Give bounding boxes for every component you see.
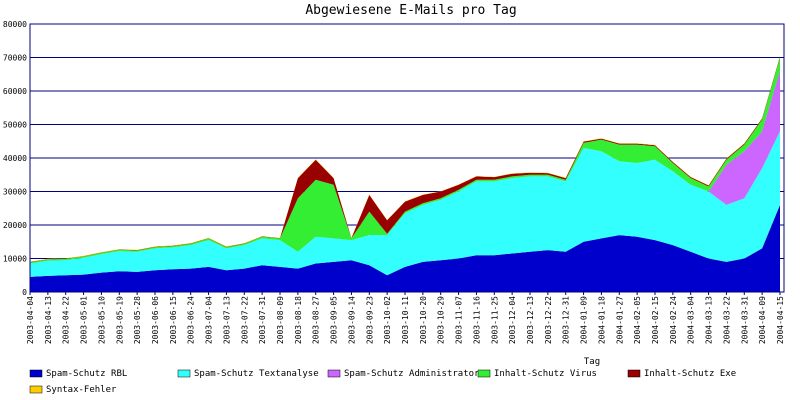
x-tick-label: 2003-06-15 xyxy=(169,296,178,344)
legend-label: Spam-Schutz Administrator xyxy=(344,369,480,379)
x-tick-label: 2004-03-22 xyxy=(722,296,731,344)
y-axis-ticks: 0 10000 20000 30000 40000 50000 60000 70000 8000… xyxy=(3,20,27,297)
legend-label: Spam-Schutz Textanalyse xyxy=(194,369,319,379)
y-tick-label: 80000 xyxy=(3,20,27,29)
y-tick-label: 50000 xyxy=(3,121,27,130)
x-tick-label: 2003-12-13 xyxy=(526,296,535,344)
series-area-0 xyxy=(30,204,780,292)
x-tick-label: 2003-08-27 xyxy=(312,296,321,344)
x-tick-label: 2003-12-31 xyxy=(562,296,571,344)
y-tick-label: 40000 xyxy=(3,154,27,163)
x-tick-label: 2003-07-04 xyxy=(205,296,214,344)
x-tick-label: 2004-01-18 xyxy=(597,296,606,344)
x-tick-label: 2003-04-22 xyxy=(62,296,71,344)
x-tick-label: 2004-03-13 xyxy=(705,296,714,344)
x-tick-label: 2003-12-04 xyxy=(508,296,517,344)
x-tick-label: 2003-08-09 xyxy=(276,296,285,344)
x-tick-label: 2003-05-19 xyxy=(115,296,124,344)
x-tick-label: 2003-06-06 xyxy=(151,296,160,344)
x-tick-label: 2003-07-22 xyxy=(240,296,249,344)
y-tick-label: 30000 xyxy=(3,188,27,197)
x-tick-label: 2004-03-04 xyxy=(687,296,696,344)
x-tick-label: 2004-02-05 xyxy=(633,296,642,344)
x-tick-label: 2003-12-22 xyxy=(544,296,553,344)
data-areas xyxy=(30,56,780,292)
x-tick-label: 2003-11-25 xyxy=(490,296,499,344)
x-tick-label: 2004-04-09 xyxy=(758,296,767,344)
x-tick-label: 2003-10-29 xyxy=(437,296,446,344)
x-tick-label: 2003-09-23 xyxy=(365,296,374,344)
y-tick-label: 10000 xyxy=(3,255,27,264)
legend-swatch xyxy=(29,369,43,378)
y-tick-label: 20000 xyxy=(3,221,27,230)
y-tick-label: 70000 xyxy=(3,54,27,63)
x-tick-label: 2004-04-15 xyxy=(776,296,785,344)
x-tick-label: 2003-11-07 xyxy=(455,296,464,344)
x-tick-label: 2003-05-10 xyxy=(97,296,106,344)
x-tick-label: 2003-05-28 xyxy=(133,296,142,344)
x-tick-label: 2003-04-13 xyxy=(44,296,53,344)
x-tick-label: 2004-01-09 xyxy=(580,296,589,344)
x-tick-label: 2004-02-15 xyxy=(651,296,660,344)
chart-title: Abgewiesene E-Mails pro Tag xyxy=(305,3,516,18)
legend-swatch xyxy=(477,369,491,378)
legend-swatch xyxy=(29,385,43,394)
x-tick-label: 2004-03-31 xyxy=(740,296,749,344)
x-tick-label: 2003-07-13 xyxy=(222,296,231,344)
x-tick-label: 2003-11-16 xyxy=(472,296,481,344)
x-tick-label: 2003-08-18 xyxy=(294,296,303,344)
x-tick-label: 2004-02-24 xyxy=(669,296,678,344)
legend-label: Inhalt-Schutz Virus xyxy=(494,369,597,379)
legend-swatch xyxy=(177,369,191,378)
x-tick-label: 2003-10-20 xyxy=(419,296,428,344)
plot-frame xyxy=(29,23,785,293)
x-tick-label: 2003-05-01 xyxy=(80,296,89,344)
x-axis-ticks: 2003-04-04 2003-04-13 2003-04-22 2003-05-01… xyxy=(26,292,785,344)
legend-label: Spam-Schutz RBL xyxy=(46,369,127,379)
x-tick-label: 2003-09-05 xyxy=(330,296,339,344)
x-tick-label: 2003-10-02 xyxy=(383,296,392,344)
series-area-1 xyxy=(30,131,780,277)
grid-lines xyxy=(30,57,784,259)
legend-swatch xyxy=(327,369,341,378)
x-tick-label: 2003-04-04 xyxy=(26,296,35,344)
legend-label: Syntax-Fehler xyxy=(46,385,117,395)
legend-swatch xyxy=(627,369,641,378)
x-tick-label: 2004-01-27 xyxy=(615,296,624,344)
series-area-3 xyxy=(30,57,780,264)
x-tick-label: 2003-09-14 xyxy=(347,296,356,344)
x-tick-label: 2003-06-24 xyxy=(187,296,196,344)
x-axis-label: Tag xyxy=(584,357,600,367)
x-tick-label: 2003-07-31 xyxy=(258,296,267,344)
legend: Spam-Schutz RBL Spam-Schutz Textanalyse Sp… xyxy=(29,369,736,395)
legend-label: Inhalt-Schutz Exe xyxy=(644,369,736,379)
y-tick-label: 60000 xyxy=(3,87,27,96)
y-tick-label: 0 xyxy=(22,288,27,297)
x-tick-label: 2003-10-11 xyxy=(401,296,410,344)
